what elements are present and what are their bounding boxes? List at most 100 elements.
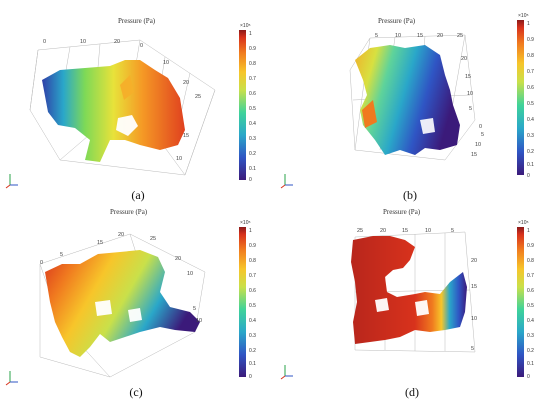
tick: 10 bbox=[163, 60, 169, 66]
pressure-plot-c: Pressure (Pa) 0 5 15 20 25 20 10 5 10 ×1… bbox=[5, 208, 256, 386]
cb-tick: 0.8 bbox=[527, 258, 534, 264]
tick: 5 bbox=[451, 228, 454, 234]
colorbar bbox=[517, 227, 524, 377]
surface-hole bbox=[420, 118, 435, 134]
cb-tick: 0 bbox=[249, 177, 252, 183]
plot-title: Pressure (Pa) bbox=[378, 17, 416, 25]
surface-hole bbox=[116, 115, 138, 136]
tick: 10 bbox=[176, 156, 182, 162]
cb-tick: 1 bbox=[527, 21, 530, 27]
tick: 25 bbox=[195, 94, 201, 100]
colorbar-exponent: ×10⁵ bbox=[240, 23, 251, 29]
pressure-surface bbox=[45, 250, 200, 357]
cb-tick: 1 bbox=[249, 31, 252, 37]
cb-tick: 1 bbox=[527, 228, 530, 234]
axes-triad-icon bbox=[280, 365, 293, 380]
tick: 5 bbox=[193, 306, 196, 312]
cb-tick: 0.3 bbox=[527, 333, 534, 339]
tick: 20 bbox=[175, 256, 181, 262]
cb-tick: 0.2 bbox=[249, 151, 256, 157]
cb-tick: 0.8 bbox=[527, 53, 534, 59]
cb-tick: 0.1 bbox=[249, 166, 256, 172]
cb-tick: 0.2 bbox=[249, 348, 256, 354]
cb-tick: 0 bbox=[527, 173, 530, 179]
tick: 20 bbox=[118, 232, 124, 238]
tick: 0 bbox=[140, 43, 143, 49]
cb-tick: 0 bbox=[249, 374, 252, 380]
caption-a: (a) bbox=[131, 188, 145, 202]
cb-tick: 0.7 bbox=[249, 273, 256, 279]
cb-tick: 0.5 bbox=[527, 101, 534, 107]
tick: 15 bbox=[402, 228, 408, 234]
plot-title: Pressure (Pa) bbox=[110, 208, 148, 216]
pressure-surface bbox=[355, 45, 460, 155]
axes-triad-icon bbox=[5, 371, 18, 386]
tick: 0 bbox=[479, 124, 482, 130]
tick: 20 bbox=[437, 33, 443, 39]
tick: 20 bbox=[183, 80, 189, 86]
tick: 10 bbox=[471, 316, 477, 322]
cb-tick: 0.3 bbox=[527, 133, 534, 139]
tick: 10 bbox=[187, 271, 193, 277]
cb-tick: 1 bbox=[249, 228, 252, 234]
cb-tick: 0.4 bbox=[249, 318, 256, 324]
tick: 10 bbox=[80, 39, 86, 45]
cb-tick: 0.9 bbox=[527, 243, 534, 249]
tick: 15 bbox=[97, 240, 103, 246]
colorbar-ticks: 1 0.9 0.8 0.7 0.6 0.5 0.4 0.3 0.2 0.1 0 bbox=[527, 228, 534, 380]
colorbar-ticks: 1 0.9 0.8 0.7 0.6 0.5 0.4 0.3 0.2 0.1 0 bbox=[249, 31, 256, 183]
panel-a: Pressure (Pa) 0 10 20 0 10 20 25 15 10 bbox=[0, 0, 275, 202]
tick: 15 bbox=[183, 133, 189, 139]
cb-tick: 0.6 bbox=[249, 91, 256, 97]
tick: 0 bbox=[40, 260, 43, 266]
surface-detail bbox=[362, 100, 377, 128]
caption-d: (d) bbox=[405, 385, 419, 399]
colorbar-ticks: 1 0.9 0.8 0.7 0.6 0.5 0.4 0.3 0.2 0.1 0 bbox=[527, 21, 534, 179]
tick: 25 bbox=[150, 236, 156, 242]
plot-title: Pressure (Pa) bbox=[383, 208, 421, 216]
cb-tick: 0.6 bbox=[527, 85, 534, 91]
cb-tick: 0.2 bbox=[527, 149, 534, 155]
cb-tick: 0.5 bbox=[527, 303, 534, 309]
tick: 10 bbox=[475, 142, 481, 148]
surface-hole bbox=[375, 298, 389, 312]
tick: 0 bbox=[43, 39, 46, 45]
tick: 5 bbox=[60, 252, 63, 258]
tick: 5 bbox=[469, 106, 472, 112]
caption-c: (c) bbox=[129, 385, 143, 399]
cb-tick: 0.1 bbox=[527, 162, 534, 168]
axis-ticks: 0 5 15 20 25 20 10 5 10 bbox=[40, 232, 202, 324]
tick: 25 bbox=[457, 33, 463, 39]
cb-tick: 0.1 bbox=[249, 361, 256, 367]
cb-tick: 0.4 bbox=[249, 121, 256, 127]
cb-tick: 0.9 bbox=[249, 46, 256, 52]
tick: 15 bbox=[465, 74, 471, 80]
cb-tick: 0.3 bbox=[249, 333, 256, 339]
tick: 20 bbox=[114, 39, 120, 45]
tick: 15 bbox=[417, 33, 423, 39]
tick: 5 bbox=[375, 33, 378, 39]
panel-c: Pressure (Pa) 0 5 15 20 25 20 10 5 10 ×1… bbox=[0, 202, 275, 404]
cb-tick: 0.6 bbox=[249, 288, 256, 294]
cb-tick: 0 bbox=[527, 374, 530, 380]
tick: 5 bbox=[481, 132, 484, 138]
cb-tick: 0.5 bbox=[249, 106, 256, 112]
cb-tick: 0.7 bbox=[527, 69, 534, 75]
tick: 10 bbox=[425, 228, 431, 234]
tick: 10 bbox=[467, 91, 473, 97]
surface-hole bbox=[415, 300, 429, 316]
panel-d: Pressure (Pa) 25 20 15 10 5 20 15 10 5 ×… bbox=[275, 202, 550, 404]
tick: 20 bbox=[380, 228, 386, 234]
caption-b: (b) bbox=[403, 188, 417, 202]
surface-detail bbox=[120, 75, 134, 100]
tick: 20 bbox=[461, 56, 467, 62]
pressure-surface bbox=[351, 236, 467, 344]
cb-tick: 0.7 bbox=[249, 76, 256, 82]
axes-triad-icon bbox=[280, 174, 293, 189]
tick: 5 bbox=[471, 346, 474, 352]
cb-tick: 0.7 bbox=[527, 273, 534, 279]
cb-tick: 0.4 bbox=[527, 318, 534, 324]
cb-tick: 0.4 bbox=[527, 117, 534, 123]
surface-hole bbox=[128, 308, 142, 322]
colorbar-ticks: 1 0.9 0.8 0.7 0.6 0.5 0.4 0.3 0.2 0.1 0 bbox=[249, 228, 256, 380]
